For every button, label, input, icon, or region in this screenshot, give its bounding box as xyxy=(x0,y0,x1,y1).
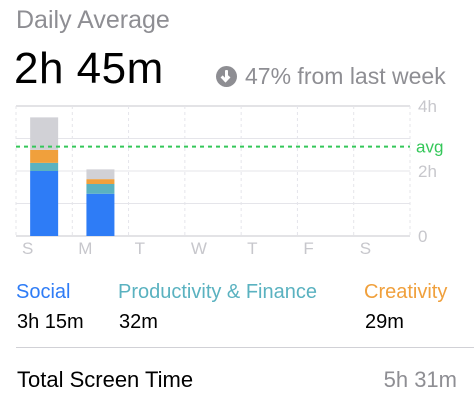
bar-segment[interactable] xyxy=(30,171,59,236)
x-tick-label: M xyxy=(78,239,92,258)
category-creativity-label[interactable]: Creativity xyxy=(364,281,448,303)
x-tick-label: W xyxy=(191,239,207,258)
category-social-label[interactable]: Social xyxy=(16,281,71,303)
total-screen-time-value: 5h 31m xyxy=(383,367,457,392)
category-productivity-value: 32m xyxy=(119,311,158,333)
arrow-down-circle-icon xyxy=(216,66,237,87)
average-label: avg xyxy=(416,138,443,157)
x-tick-label: T xyxy=(135,239,145,258)
x-tick-label: S xyxy=(22,239,33,258)
bar-segment[interactable] xyxy=(30,162,59,171)
bar-segment[interactable] xyxy=(86,179,115,184)
bar-segment[interactable] xyxy=(86,169,115,180)
daily-average-label: Daily Average xyxy=(16,6,170,34)
category-productivity-label[interactable]: Productivity & Finance xyxy=(118,281,317,303)
bar-segment[interactable] xyxy=(86,184,115,194)
x-tick-label: F xyxy=(303,239,313,258)
bar-segment[interactable] xyxy=(86,193,115,236)
bar-segment[interactable] xyxy=(30,149,59,163)
total-screen-time-label[interactable]: Total Screen Time xyxy=(17,367,194,392)
usage-chart[interactable]: avg 0 2h 4h S M T W T F S xyxy=(0,94,474,269)
x-tick-label: T xyxy=(247,239,257,258)
bar-segment[interactable] xyxy=(30,117,59,150)
category-social-value: 3h 15m xyxy=(17,311,84,333)
x-tick-label: S xyxy=(360,239,371,258)
divider xyxy=(16,347,474,348)
daily-average-value: 2h 45m xyxy=(14,44,164,93)
y-tick-label: 2h xyxy=(418,162,437,181)
category-creativity-value: 29m xyxy=(365,311,404,333)
y-tick-label: 4h xyxy=(418,97,437,116)
weekly-change-text: 47% from last week xyxy=(245,63,446,89)
weekly-change: 47% from last week xyxy=(216,63,446,90)
y-tick-label: 0 xyxy=(418,227,427,246)
